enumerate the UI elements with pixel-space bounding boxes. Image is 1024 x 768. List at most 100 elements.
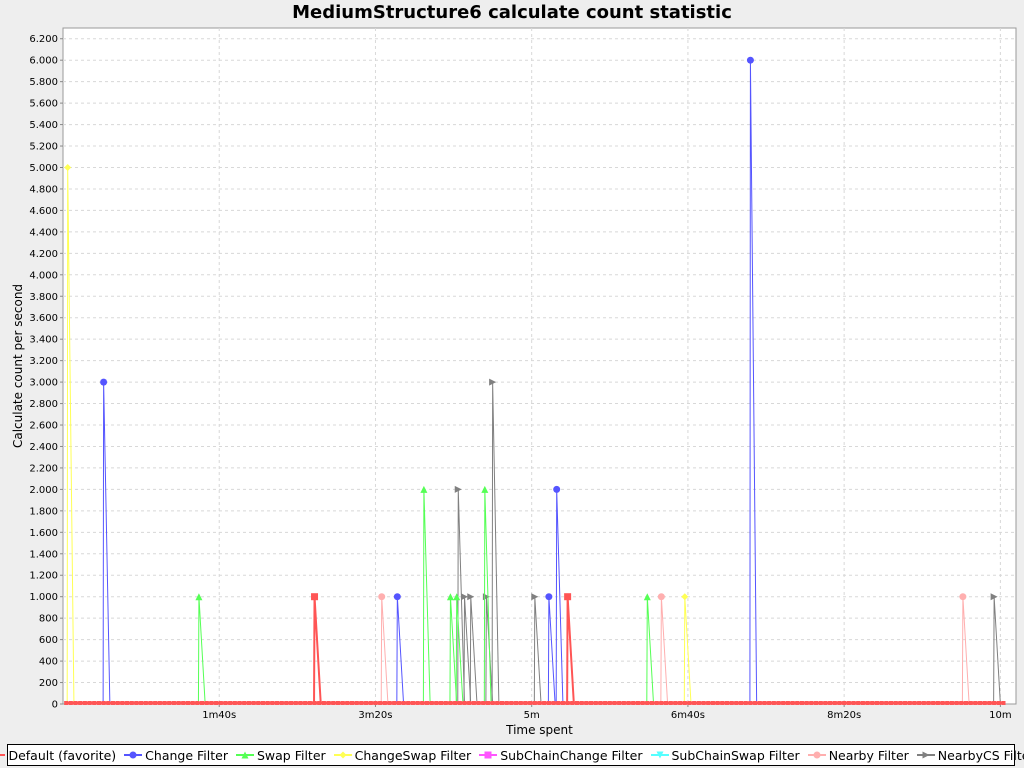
y-tick-label: 5.600 (29, 99, 58, 110)
y-tick-label: 1.200 (29, 571, 58, 582)
baseline-point (893, 701, 898, 705)
y-tick-label: 5.800 (29, 77, 58, 88)
legend-marker (922, 751, 930, 759)
baseline-point (584, 701, 589, 705)
baseline-point (537, 701, 542, 705)
baseline-point (687, 701, 692, 705)
baseline-point (809, 701, 814, 705)
legend-label: Change Filter (145, 747, 228, 763)
baseline-point (434, 701, 439, 705)
baseline-point (345, 701, 350, 705)
baseline-point (762, 701, 767, 705)
legend-marker (241, 751, 249, 759)
legend-label: Swap Filter (256, 747, 326, 763)
legend-swatch (0, 749, 6, 761)
baseline-point (589, 701, 594, 705)
series-1 (100, 56, 758, 705)
data-point (311, 593, 319, 601)
baseline-point (621, 701, 626, 705)
baseline-point (382, 701, 387, 705)
legend-item: Default (favorite) (0, 748, 116, 763)
baseline-point (223, 701, 228, 705)
baseline-point (415, 701, 420, 705)
data-point (64, 163, 72, 171)
baseline-point (251, 701, 256, 705)
baseline-point (439, 701, 444, 705)
baseline-point (373, 701, 378, 705)
y-tick-label: 400 (39, 657, 58, 668)
baseline-point (753, 701, 758, 705)
legend-label: SubChainSwap Filter (671, 747, 800, 763)
baseline-point (125, 701, 130, 705)
chart-title: MediumStructure6 calculate count statist… (292, 2, 732, 23)
baseline-point (865, 701, 870, 705)
data-point (195, 593, 203, 601)
legend-item: ChangeSwap Filter (333, 748, 471, 763)
baseline-point (912, 701, 917, 705)
baseline-point (495, 701, 500, 705)
baseline-point (649, 701, 654, 705)
baseline-point (429, 701, 434, 705)
data-point (545, 593, 553, 601)
data-point (100, 378, 108, 386)
baseline-point (509, 701, 514, 705)
x-tick-label: 1m40s (202, 710, 236, 721)
baseline-point (696, 701, 701, 705)
baseline-point (640, 701, 645, 705)
baseline-point (181, 701, 186, 705)
series-0 (311, 593, 575, 705)
baseline-point (579, 701, 584, 705)
baseline-point (64, 701, 69, 705)
baseline-point (157, 701, 162, 705)
baseline-point (209, 701, 214, 705)
legend-label: NearbyCS Filter (937, 747, 1024, 763)
baseline-point (898, 701, 903, 705)
legend-item: Nearby Filter (807, 747, 909, 763)
legend-label: Nearby Filter (828, 747, 909, 763)
baseline-point (917, 701, 922, 705)
baseline-point (532, 701, 537, 705)
baseline-point (846, 701, 851, 705)
data-point (446, 593, 454, 601)
baseline-point (631, 701, 636, 705)
baseline-point (190, 701, 195, 705)
baseline-point (448, 701, 453, 705)
series-2 (195, 485, 655, 705)
baseline-point (237, 701, 242, 705)
baseline-point (331, 701, 336, 705)
y-tick-label: 600 (39, 635, 58, 646)
series-6 (378, 593, 970, 705)
baseline-point (982, 701, 987, 705)
data-point (378, 593, 386, 601)
y-tick-label: 4.400 (29, 227, 58, 238)
baseline-point (284, 701, 289, 705)
x-tick-label: 5m (524, 710, 540, 721)
data-point (393, 593, 401, 601)
baseline-point (307, 701, 312, 705)
baseline-point (635, 701, 640, 705)
baseline-point (171, 701, 176, 705)
baseline-point (176, 701, 181, 705)
baseline-point (467, 701, 472, 705)
baseline-point (200, 701, 205, 705)
baseline-point (776, 701, 781, 705)
baseline-point (528, 701, 533, 705)
baseline-point (101, 701, 106, 705)
y-tick-label: 800 (39, 614, 58, 625)
y-tick-label: 3.200 (29, 356, 58, 367)
y-tick-label: 6.000 (29, 56, 58, 67)
baseline-point (518, 701, 523, 705)
baseline-point (626, 701, 631, 705)
baseline-point (214, 701, 219, 705)
legend-marker (484, 751, 492, 759)
baseline-point (420, 701, 425, 705)
baseline-point (96, 701, 101, 705)
baseline-point (303, 701, 308, 705)
baseline-point (514, 701, 519, 705)
y-tick-label: 3.400 (29, 335, 58, 346)
data-point (481, 485, 489, 493)
baseline-point (293, 701, 298, 705)
x-tick-label: 8m20s (827, 710, 861, 721)
data-point (420, 485, 428, 493)
legend-swatch (124, 749, 143, 761)
